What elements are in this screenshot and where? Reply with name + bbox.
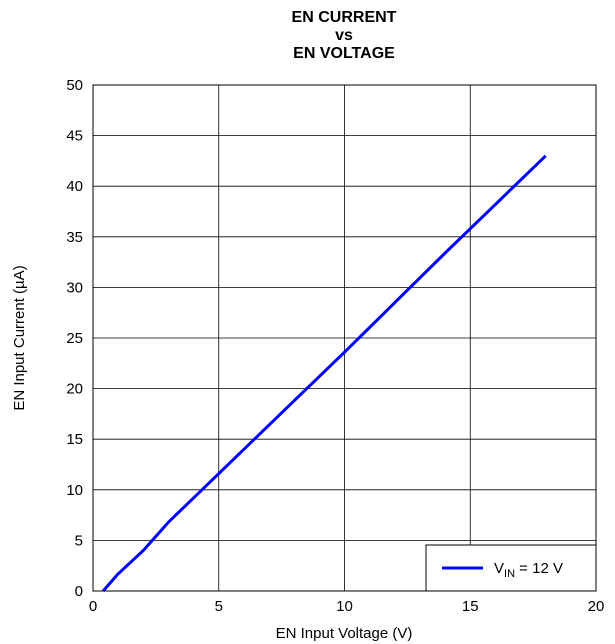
y-tick-label: 5 — [75, 532, 83, 549]
x-axis-label: EN Input Voltage (V) — [276, 625, 413, 642]
chart-title: EN CURRENT vs EN VOLTAGE — [292, 9, 397, 62]
series-group — [101, 154, 547, 592]
series-line — [101, 154, 547, 592]
y-axis-label: EN Input Current (µA) — [11, 265, 28, 410]
chart-title-line-3: EN VOLTAGE — [293, 45, 395, 62]
legend-entry: VIN = 12 V — [494, 560, 563, 580]
x-tick-label: 5 — [215, 598, 223, 615]
x-tick-label: 20 — [588, 598, 605, 615]
legend-main: V — [494, 560, 504, 577]
legend-rest: = 12 V — [515, 560, 563, 577]
y-tick-label: 45 — [66, 128, 83, 145]
y-tick-label: 15 — [66, 431, 83, 448]
x-tick-label: 10 — [336, 598, 353, 615]
y-tick-label: 10 — [66, 482, 83, 499]
y-tick-label: 25 — [66, 330, 83, 347]
legend-subscript: IN — [504, 568, 515, 580]
plot-frame — [92, 84, 597, 592]
x-tick-label: 15 — [462, 598, 479, 615]
legend: VIN = 12 V — [425, 544, 597, 592]
y-tick-label: 0 — [75, 583, 83, 600]
chart-title-line-2: vs — [335, 27, 353, 44]
x-tick-label: 0 — [89, 598, 97, 615]
y-tick-labels: 0 5 10 15 20 25 30 35 40 45 50 — [66, 77, 83, 600]
y-tick-label: 40 — [66, 178, 83, 195]
x-tick-labels: 0 5 10 15 20 — [89, 598, 605, 615]
y-tick-label: 35 — [66, 229, 83, 246]
y-tick-label: 50 — [66, 77, 83, 94]
y-tick-label: 20 — [66, 381, 83, 398]
chart-title-line-1: EN CURRENT — [292, 9, 397, 26]
y-tick-label: 30 — [66, 279, 83, 296]
grid-lines — [92, 84, 597, 592]
